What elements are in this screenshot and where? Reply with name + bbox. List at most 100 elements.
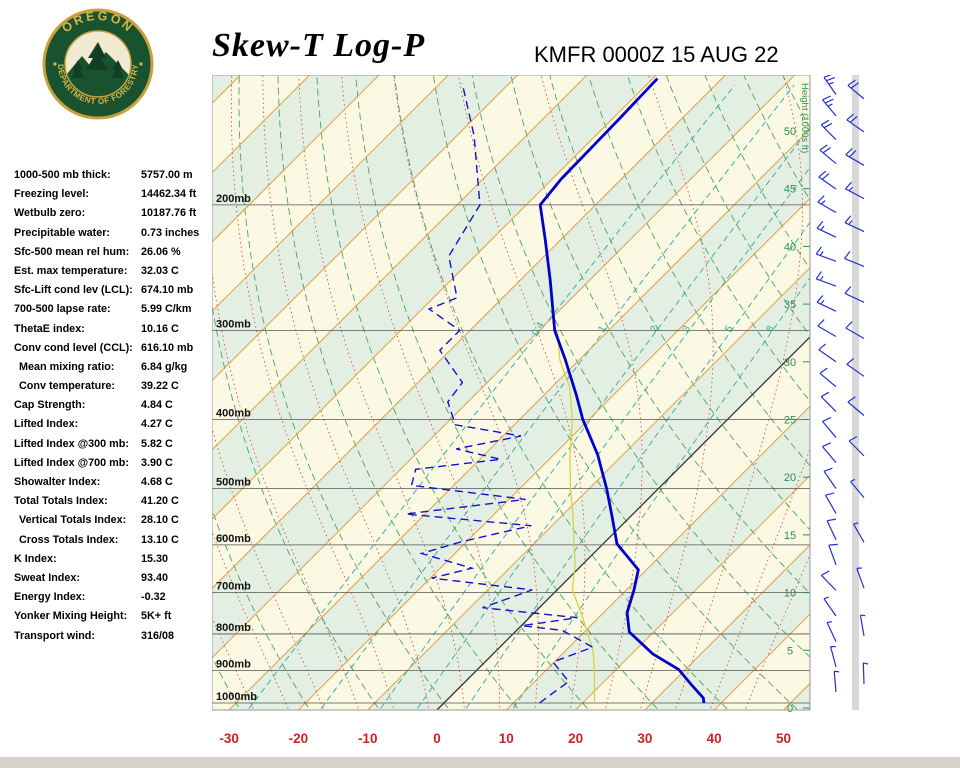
index-label: Yonker Mixing Height: [14,610,128,623]
index-label: Cross Totals Index: [19,533,119,546]
temp-axis-label: 40 [707,731,722,746]
sounding-traces [405,77,706,704]
index-value: 10187.76 ft [141,207,197,220]
index-value: 5757.00 m [141,169,193,181]
index-label: Mean mixing ratio: [19,360,115,373]
index-row: Conv temperature: 39.22 C [14,377,214,396]
index-row: Mean mixing ratio: 6.84 g/kg [14,358,214,377]
temp-axis-label: -10 [358,731,378,746]
index-value: 674.10 mb [141,284,194,297]
pressure-label: 400mb [216,407,251,419]
index-label: Showalter Index: [14,476,101,488]
index-value: 5K+ ft [141,610,172,623]
mixing-ratio-lines [247,84,810,710]
index-row: Transport wind: 316/08 [14,627,214,646]
height-label: 5 [787,645,793,657]
height-label: 50 [784,126,796,138]
index-value: 26.06 % [141,245,181,258]
index-label: Sweat Index: [14,571,80,584]
wetbulb-trace [556,330,596,702]
height-label: 0 [787,703,793,715]
index-row: K Index: 15.30 [14,550,214,569]
chart-border [212,75,811,711]
temp-axis-label: -30 [219,731,239,746]
index-row: 1000-500 mb thick: 5757.00 m [14,166,214,185]
height-label: 40 [784,241,796,253]
index-label: Sfc-500 mean rel hum: [14,245,130,258]
logo-landscape [65,42,131,97]
index-label: Total Totals Index: [14,495,108,508]
index-row: Vertical Totals Index: 28.10 C [14,511,214,530]
index-value: 14462.34 ft [141,188,197,201]
height-label: 20 [784,472,796,484]
temp-axis-label: 0 [433,731,441,746]
height-label: 45 [784,184,796,196]
index-value: 28.10 C [141,514,179,527]
temperature-trace [538,77,706,704]
index-row: Lifted Index @300 mb: 5.82 C [14,435,214,454]
index-value: 32.03 C [141,264,179,277]
logo-dot-right [139,62,143,66]
odf-logo: OREGON DEPARTMENT OF FORESTRY [42,8,154,120]
index-value: 4.68 C [141,476,173,488]
index-row: Yonker Mixing Height: 5K+ ft [14,607,214,626]
height-axis-title: Height (1000s ft) [799,83,810,153]
pressure-label: 700mb [216,581,251,593]
index-row: Freezing level: 14462.34 ft [14,185,214,204]
index-label: Vertical Totals Index: [19,514,127,527]
index-label: Wetbulb zero: [14,207,86,220]
index-label: Lifted Index @700 mb: [14,456,129,469]
temp-axis-label: 30 [637,731,652,746]
index-label: Conv cond level (CCL): [14,341,133,354]
index-row: Total Totals Index: 41.20 C [14,492,214,511]
index-row: Showalter Index: 4.68 C [14,473,214,492]
plot-area [212,75,810,710]
dry-adiabats [212,75,810,710]
pressure-lines [212,204,810,704]
index-label: Est. max temperature: [14,264,128,277]
index-label: Lifted Index @300 mb: [14,437,129,450]
index-row: Sweat Index: 93.40 [14,569,214,588]
index-row: Precipitable water: 0.73 inches [14,224,214,243]
index-label: Sfc-Lift cond lev (LCL): [14,284,133,297]
height-label: 25 [784,415,796,427]
pressure-label: 600mb [216,533,251,545]
height-label: 15 [784,530,796,542]
page-title: Skew-T Log-P [212,27,426,64]
index-row: Lifted Index @700 mb: 3.90 C [14,454,214,473]
pressure-label: 800mb [216,622,251,634]
index-value: 4.27 C [141,418,173,431]
index-row: ThetaE index: 10.16 C [14,320,214,339]
index-row: Lifted Index: 4.27 C [14,415,214,434]
index-label: Transport wind: [14,629,95,642]
index-label: Precipitable water: [14,226,111,239]
pressure-label: 900mb [216,658,251,670]
temp-axis-label: 50 [776,731,791,746]
mixing-ratio-label: 3 [681,324,694,335]
height-label: 35 [784,299,796,311]
index-value: 41.20 C [141,495,179,508]
station-header: KMFR 0000Z 15 AUG 22 [534,42,779,67]
index-value: 5.82 C [141,437,173,450]
index-label: Freezing level: [14,188,90,201]
dewpoint-trace [405,83,595,704]
index-row: Sfc-Lift cond lev (LCL): 674.10 mb [14,281,214,300]
mixing-ratio-label: 5 [723,324,736,335]
index-row: 700-500 lapse rate: 5.99 C/km [14,300,214,319]
index-value: 3.90 C [141,456,173,469]
index-label: 1000-500 mb thick: [14,169,111,181]
index-label: K Index: [14,552,57,565]
index-row: Energy Index: -0.32 [14,588,214,607]
logo-inner-ring [64,30,132,98]
wind-barbs-column-right [844,79,869,684]
index-row: Est. max temperature: 32.03 C [14,262,214,281]
index-row: Cross Totals Index: 13.10 C [14,531,214,550]
index-value: 6.84 g/kg [141,360,188,373]
index-value: 4.84 C [141,399,173,412]
index-row: Conv cond level (CCL): 616.10 mb [14,339,214,358]
index-label: Lifted Index: [14,418,79,431]
index-value: 316/08 [141,629,175,642]
mixing-ratio-label: 2 [648,324,661,335]
pressure-label: 200mb [216,193,251,205]
